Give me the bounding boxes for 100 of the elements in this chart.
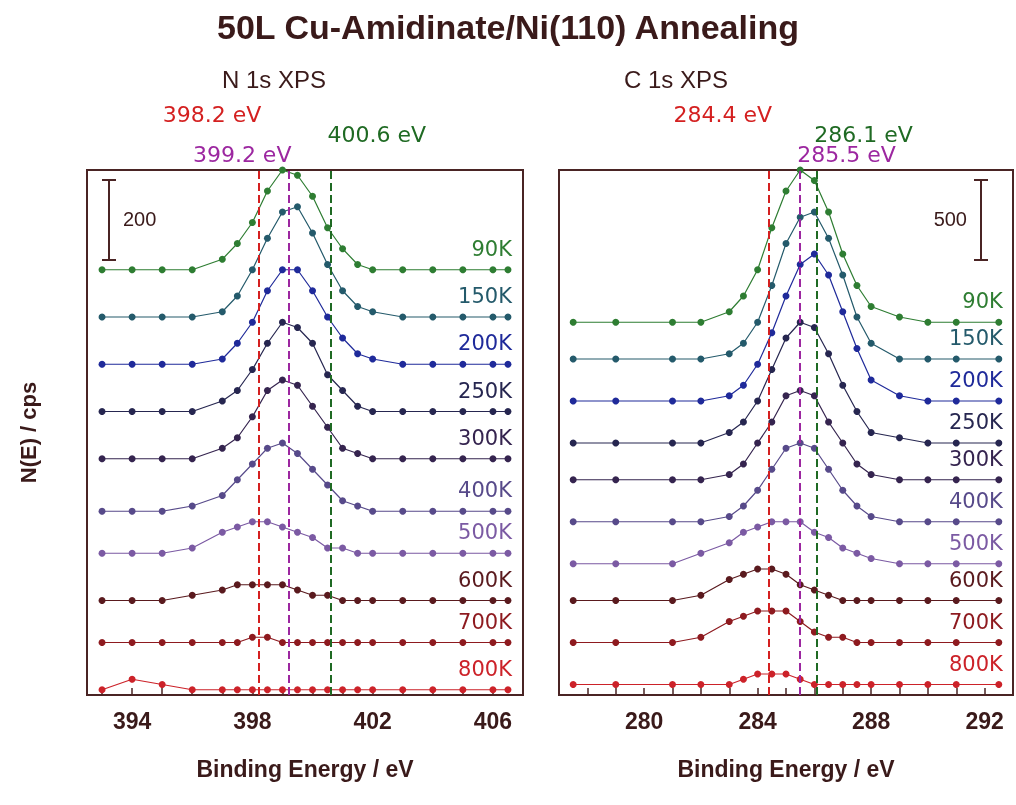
- point: [128, 639, 136, 646]
- point: [697, 681, 705, 688]
- point: [399, 549, 407, 557]
- point: [697, 633, 705, 641]
- point: [867, 639, 875, 646]
- x-tick-label: 288: [851, 707, 891, 734]
- point: [128, 507, 136, 515]
- point: [768, 418, 776, 426]
- point: [233, 292, 241, 300]
- point: [669, 397, 676, 405]
- point: [188, 639, 196, 646]
- series-label: 150K: [458, 284, 514, 308]
- series-label: 600K: [948, 567, 1005, 592]
- point: [309, 287, 317, 295]
- point: [293, 266, 301, 274]
- point: [369, 549, 377, 557]
- point: [995, 397, 1003, 405]
- point: [98, 507, 106, 515]
- point: [839, 486, 847, 494]
- point: [354, 686, 362, 694]
- point: [399, 313, 407, 321]
- point: [98, 455, 106, 463]
- point: [754, 439, 762, 447]
- point: [429, 507, 437, 515]
- point: [158, 597, 166, 604]
- point: [825, 633, 833, 641]
- point: [218, 528, 226, 536]
- point: [825, 208, 833, 216]
- point: [489, 360, 497, 368]
- point: [489, 639, 497, 646]
- series-label: 250K: [948, 410, 1005, 434]
- point: [839, 308, 847, 316]
- point: [293, 639, 301, 646]
- point: [782, 518, 790, 526]
- x-tick-label: 398: [233, 707, 272, 734]
- point: [233, 434, 241, 442]
- point: [569, 476, 577, 484]
- series-label: 300K: [948, 446, 1005, 471]
- point: [128, 549, 136, 557]
- point: [952, 681, 960, 688]
- x-tick-label: 280: [624, 707, 664, 734]
- point: [188, 408, 196, 415]
- point: [263, 633, 271, 641]
- point: [853, 639, 861, 646]
- point: [504, 639, 512, 646]
- point: [218, 586, 226, 594]
- point: [489, 266, 497, 274]
- point: [952, 639, 960, 646]
- point: [429, 408, 437, 415]
- point: [309, 192, 317, 200]
- point: [354, 502, 362, 510]
- point: [128, 360, 136, 368]
- series-label: 200K: [458, 331, 514, 356]
- point: [896, 313, 903, 321]
- point: [725, 576, 733, 583]
- point: [459, 549, 467, 557]
- point: [896, 392, 903, 400]
- point: [188, 502, 196, 510]
- point: [725, 308, 733, 316]
- point: [810, 392, 818, 400]
- point: [669, 639, 676, 646]
- point: [867, 339, 875, 347]
- point: [853, 408, 861, 415]
- point: [158, 639, 166, 646]
- point: [489, 597, 497, 604]
- point: [218, 492, 226, 499]
- point: [782, 444, 790, 452]
- point: [399, 455, 407, 463]
- series-label: 500K: [458, 520, 514, 545]
- point: [754, 318, 762, 326]
- point: [324, 261, 332, 268]
- point: [697, 549, 705, 557]
- point: [399, 507, 407, 515]
- point: [768, 465, 776, 473]
- point: [867, 303, 875, 310]
- point: [896, 518, 903, 526]
- point: [867, 471, 875, 478]
- point: [459, 360, 467, 368]
- point: [354, 639, 362, 646]
- point: [504, 455, 512, 463]
- point: [263, 287, 271, 295]
- point: [739, 292, 747, 300]
- point: [995, 681, 1003, 688]
- point: [429, 313, 437, 321]
- x-axis-title: Binding Energy / eV: [196, 755, 415, 782]
- chart-title: 50L Cu-Amidinate/Ni(110) Annealing: [216, 8, 800, 47]
- point: [896, 434, 903, 442]
- point: [339, 544, 347, 552]
- point: [504, 507, 512, 515]
- point: [725, 513, 733, 520]
- point: [853, 282, 861, 289]
- point: [725, 392, 733, 400]
- point: [725, 539, 733, 547]
- point: [429, 455, 437, 463]
- point: [248, 266, 256, 274]
- point: [369, 308, 377, 316]
- point: [459, 266, 467, 274]
- point: [278, 266, 286, 274]
- point: [995, 518, 1003, 526]
- point: [369, 455, 377, 463]
